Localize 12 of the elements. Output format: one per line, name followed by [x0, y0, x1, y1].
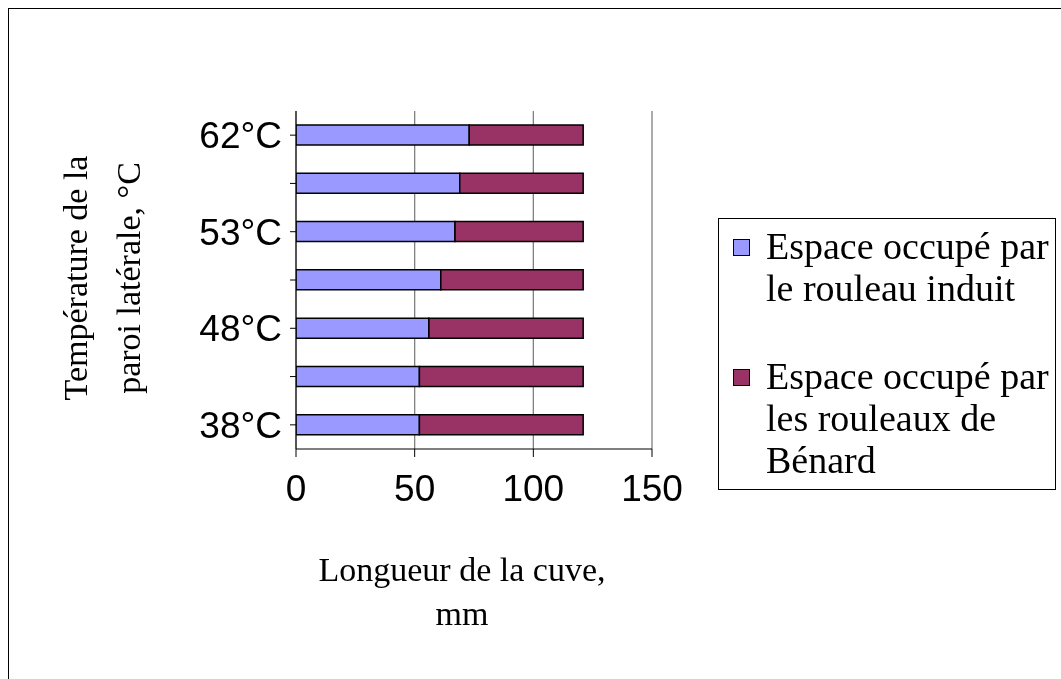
- x-tick-label: 100: [502, 468, 565, 510]
- y-tick-label: 53°C: [199, 211, 282, 253]
- legend-label: Espace occupé par les rouleaux de Bénard: [766, 355, 1050, 481]
- x-tick-label: 0: [285, 468, 307, 510]
- x-tick-label: 50: [394, 468, 436, 510]
- x-axis-title: Longueur de la cuve, mm: [317, 550, 607, 634]
- y-tick-label: 48°C: [199, 308, 282, 350]
- y-tick-label: 38°C: [199, 404, 282, 446]
- y-tick-label: 62°C: [199, 115, 282, 157]
- legend-label: Espace occupé par le rouleau induit: [766, 225, 1050, 309]
- x-tick-label: 150: [621, 468, 683, 510]
- y-axis-title: Température de la paroi latérale, °C: [56, 154, 148, 403]
